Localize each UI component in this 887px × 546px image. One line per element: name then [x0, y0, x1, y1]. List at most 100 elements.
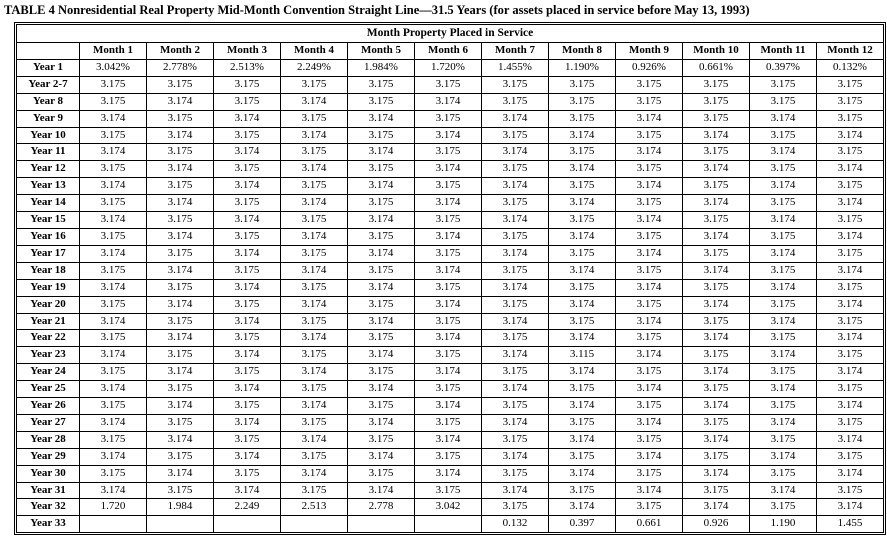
data-cell: 3.175: [481, 430, 549, 449]
data-cell: 3.175: [280, 413, 348, 432]
data-cell: 3.174: [816, 126, 884, 145]
data-cell: 3.175: [816, 75, 884, 94]
data-cell: 3.174: [146, 430, 214, 449]
data-cell: 3.175: [682, 244, 750, 263]
data-cell: 3.174: [548, 430, 616, 449]
data-cell: 3.174: [414, 227, 482, 246]
data-cell: 3.174: [749, 244, 817, 263]
data-cell: 3.174: [615, 346, 683, 365]
table-row: Year 33 0.132 0.397 0.661 0.926 1.190 1.455: [16, 515, 884, 534]
data-cell: 3.175: [146, 447, 214, 466]
data-cell: 3.175: [280, 278, 348, 297]
data-cell: 3.174: [749, 346, 817, 365]
data-cell: 3.175: [481, 194, 549, 213]
data-cell: 3.174: [615, 143, 683, 162]
data-cell: 3.174: [816, 261, 884, 280]
data-cell: 3.175: [213, 329, 281, 348]
table-row: Year 9 3.174 3.175 3.174 3.175 3.174 3.175 3.17…: [16, 109, 884, 128]
data-cell: 3.174: [213, 346, 281, 365]
data-cell: 3.174: [682, 397, 750, 415]
data-cell: 3.175: [414, 244, 482, 263]
data-cell: 3.175: [146, 312, 214, 331]
table-row: Year 21 3.174 3.175 3.174 3.175 3.174 3.175 3.1…: [16, 312, 884, 331]
table-frame: Month Property Placed in Service Month 1…: [14, 22, 886, 536]
table-row: Year 11 3.174 3.175 3.174 3.175 3.174 3.175 3.1…: [16, 143, 884, 162]
row-label: Year 30: [16, 464, 80, 483]
table-row: Year 20 3.175 3.174 3.175 3.174 3.175 3.174 3.1…: [16, 295, 884, 314]
data-cell: 3.175: [615, 75, 683, 94]
data-cell: 3.175: [615, 126, 683, 145]
data-cell: 3.175: [615, 194, 683, 213]
data-cell: 3.175: [79, 464, 147, 483]
data-cell: 3.174: [615, 177, 683, 196]
data-cell: 3.174: [816, 295, 884, 314]
data-cell: 3.175: [414, 143, 482, 162]
data-cell: 3.174: [347, 244, 415, 263]
data-cell: 3.175: [615, 295, 683, 314]
data-cell: 3.174: [749, 109, 817, 128]
data-cell: 3.175: [213, 295, 281, 314]
data-cell: 3.175: [280, 481, 348, 500]
data-cell: 3.174: [347, 312, 415, 331]
data-cell: 3.174: [682, 227, 750, 246]
data-cell: 3.175: [280, 312, 348, 331]
data-cell: 3.042: [414, 498, 482, 517]
data-cell: 3.174: [481, 312, 549, 331]
span-header-row: Month Property Placed in Service: [16, 24, 884, 43]
data-cell: 3.175: [347, 194, 415, 213]
data-cell: 3.175: [682, 278, 750, 297]
data-cell: 3.174: [146, 194, 214, 213]
data-cell: 3.175: [347, 92, 415, 111]
data-cell: 3.175: [749, 329, 817, 348]
data-cell: 3.174: [481, 109, 549, 128]
data-cell: 3.174: [146, 397, 214, 415]
data-cell: 3.174: [146, 363, 214, 382]
data-cell: 3.174: [213, 143, 281, 162]
data-cell: 3.174: [481, 244, 549, 263]
data-cell: 3.175: [615, 92, 683, 111]
data-cell: 3.174: [280, 464, 348, 483]
data-cell: 3.175: [548, 75, 616, 94]
row-label: Year 33: [16, 515, 80, 534]
data-cell: 3.115: [548, 346, 616, 365]
data-cell: 1.190: [749, 515, 817, 534]
table-row: Year 14 3.175 3.174 3.175 3.174 3.175 3.174 3.1…: [16, 194, 884, 213]
data-cell: 2.513: [280, 498, 348, 517]
data-cell: 3.175: [548, 447, 616, 466]
row-label: Year 27: [16, 413, 80, 432]
data-cell: 3.175: [213, 126, 281, 145]
data-cell: 3.175: [414, 346, 482, 365]
data-cell: 3.174: [749, 413, 817, 432]
data-cell: 3.175: [347, 227, 415, 246]
data-cell: 3.174: [414, 363, 482, 382]
table-row: Year 12 3.175 3.174 3.175 3.174 3.175 3.174 3.1…: [16, 160, 884, 179]
data-cell: 3.175: [79, 126, 147, 145]
table-row: Year 27 3.174 3.175 3.174 3.175 3.174 3.175 3.1…: [16, 413, 884, 432]
data-cell: 3.175: [79, 295, 147, 314]
data-cell: 0.661: [615, 515, 683, 534]
data-cell: 3.175: [548, 92, 616, 111]
data-cell: 3.175: [816, 92, 884, 111]
data-cell: 3.175: [280, 346, 348, 365]
row-label: Year 26: [16, 397, 80, 415]
data-cell: 3.175: [280, 211, 348, 229]
data-cell: 3.174: [280, 261, 348, 280]
data-cell: 3.175: [213, 92, 281, 111]
data-cell: 3.174: [749, 380, 817, 399]
data-cell: 3.174: [481, 211, 549, 229]
table-row: Year 29 3.174 3.175 3.174 3.175 3.174 3.175 3.1…: [16, 447, 884, 466]
data-cell: 3.175: [548, 380, 616, 399]
data-cell: 3.175: [79, 75, 147, 94]
stub-header-cell: [16, 42, 80, 60]
data-cell: 3.174: [280, 430, 348, 449]
data-cell: 3.174: [548, 464, 616, 483]
data-cell: 3.175: [79, 194, 147, 213]
data-cell: 3.175: [481, 397, 549, 415]
data-cell: 3.174: [347, 380, 415, 399]
data-cell: 3.174: [146, 126, 214, 145]
data-cell: 3.174: [213, 211, 281, 229]
data-cell: 3.175: [146, 346, 214, 365]
data-cell: 3.175: [481, 464, 549, 483]
data-cell: 3.175: [682, 447, 750, 466]
data-cell: 3.174: [79, 278, 147, 297]
